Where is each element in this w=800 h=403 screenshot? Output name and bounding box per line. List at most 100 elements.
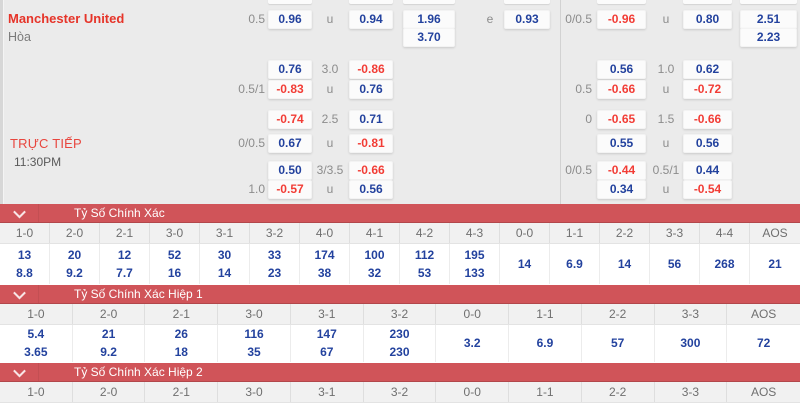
odds-cell[interactable]: 0.76: [268, 60, 312, 79]
odds-cell[interactable]: 0.55: [597, 134, 646, 153]
score-column-label: 1-0: [0, 382, 73, 402]
score-odds-cell[interactable]: 13 8.8: [0, 244, 50, 284]
score-odds-cell[interactable]: 57: [582, 325, 655, 362]
score-odds-cell[interactable]: 300: [655, 325, 728, 362]
score-odds-value: 33: [267, 247, 282, 262]
odds-cell[interactable]: 0.71: [349, 110, 393, 129]
score-column-label: 4-2: [400, 223, 450, 243]
score-odds-cell[interactable]: 26 18: [145, 325, 219, 362]
collapse-toggle[interactable]: [0, 285, 39, 303]
score-odds-cell[interactable]: 5.4 3.65: [0, 325, 73, 362]
odds-cell[interactable]: -0.44: [597, 161, 646, 180]
odds-cell[interactable]: 0.67: [268, 134, 312, 153]
odds-cell[interactable]: 2.23: [740, 28, 797, 47]
score-column-label: 2-1: [145, 382, 219, 402]
score-column-label: 3-2: [364, 304, 437, 324]
section-header-bar[interactable]: Tỷ Số Chính Xác: [0, 204, 800, 223]
score-column-label: 0-0: [436, 304, 510, 324]
score-column-label: 1-1: [509, 382, 582, 402]
score-header-row: 1-0 2-0 2-1 3-0 3-1 3-2 4-0 4-1 4-2 4-3 0-0 1-1 2-2 3…: [0, 223, 800, 244]
handicap-label: u: [326, 136, 334, 150]
cutoff-odds-box: [740, 0, 797, 4]
collapse-toggle[interactable]: [0, 363, 39, 381]
odds-cell[interactable]: 0.56: [683, 134, 732, 153]
score-odds-cell[interactable]: 30 14: [200, 244, 250, 284]
score-column-label: 1-1: [509, 304, 582, 324]
score-column-label: AOS: [750, 307, 777, 321]
score-column-label: 4-3: [450, 223, 500, 243]
score-column-label: 0-0: [436, 382, 510, 402]
score-odds-cell[interactable]: 56: [650, 244, 700, 284]
odds-cell[interactable]: 1.96: [403, 10, 455, 29]
score-odds-cell[interactable]: 6.9: [550, 244, 600, 284]
score-odds-cell[interactable]: 33 23: [250, 244, 300, 284]
odds-cell[interactable]: 0.56: [597, 60, 646, 79]
handicap-label: u: [662, 136, 670, 150]
collapse-toggle[interactable]: [0, 204, 39, 222]
score-odds-cell[interactable]: 230 230: [364, 325, 437, 362]
score-odds-cell[interactable]: 52 16: [150, 244, 200, 284]
score-odds-cell[interactable]: 112 53: [400, 244, 450, 284]
odds-cell[interactable]: -0.57: [268, 180, 312, 199]
odds-cell[interactable]: 0.56: [349, 180, 393, 199]
score-odds-cell[interactable]: 268: [700, 244, 750, 284]
odds-cell[interactable]: -0.66: [349, 161, 393, 180]
score-odds-value: 57: [610, 336, 625, 350]
cutoff-odds-box: [403, 0, 455, 4]
odds-cell[interactable]: -0.83: [268, 80, 312, 99]
score-column-label: 4-1: [350, 223, 400, 243]
odds-cell[interactable]: 0.80: [683, 10, 732, 29]
score-odds-cell[interactable]: 116 35: [218, 325, 291, 362]
odds-cell[interactable]: -0.66: [597, 80, 646, 99]
odds-cell[interactable]: 2.51: [740, 10, 797, 29]
score-column-label: 3-1: [291, 304, 364, 324]
live-link[interactable]: TRỰC TIẾP: [10, 136, 82, 151]
odds-cell[interactable]: -0.96: [597, 10, 646, 29]
odds-cell[interactable]: 0.34: [597, 180, 646, 199]
score-odds-cell[interactable]: 14: [500, 244, 550, 284]
score-odds-value: 116: [244, 327, 264, 341]
odds-cell[interactable]: -0.86: [349, 60, 393, 79]
score-odds-cell[interactable]: 14: [600, 244, 650, 284]
odds-cell[interactable]: -0.72: [683, 80, 732, 99]
score-odds-cell[interactable]: 100 32: [350, 244, 400, 284]
score-odds-cell[interactable]: 20 9.2: [50, 244, 100, 284]
score-odds-cell[interactable]: 21: [750, 244, 800, 284]
odds-cell[interactable]: 3.70: [403, 28, 455, 47]
handicap-label: u: [326, 12, 334, 26]
score-odds-value: 32: [367, 265, 382, 280]
odds-cell[interactable]: 0.44: [683, 161, 732, 180]
odds-cell[interactable]: -0.54: [683, 180, 732, 199]
score-odds-cell[interactable]: 6.9: [509, 325, 582, 362]
score-odds-cell[interactable]: 174 38: [300, 244, 350, 284]
home-team-name[interactable]: Manchester United: [8, 11, 125, 26]
odds-cell[interactable]: 0.94: [349, 10, 393, 29]
odds-cell[interactable]: -0.81: [349, 134, 393, 153]
section-header-bar[interactable]: Tỷ Số Chính Xác Hiệp 2: [0, 363, 800, 382]
odds-cell[interactable]: -0.66: [683, 110, 732, 129]
score-odds-value: 53: [417, 265, 432, 280]
score-odds-value: 6.9: [566, 256, 583, 271]
score-odds-value: 174: [314, 247, 335, 262]
score-values-row: 13 8.8 20 9.2 12 7.7 52 16 30 14 33 23 174 38 100 32 112…: [0, 244, 800, 284]
odds-cell[interactable]: 0.62: [683, 60, 732, 79]
score-odds-cell[interactable]: 21 9.2: [73, 325, 146, 362]
score-column-label: 2-2: [582, 382, 655, 402]
odds-cell[interactable]: 0.96: [268, 10, 312, 29]
score-odds-cell[interactable]: 72: [727, 325, 800, 362]
cutoff-odds-box: [597, 0, 646, 4]
score-odds-cell[interactable]: 147 67: [291, 325, 364, 362]
score-column-label: 3-0: [150, 223, 200, 243]
odds-cell[interactable]: 0.50: [268, 161, 312, 180]
odds-cell[interactable]: 0.76: [349, 80, 393, 99]
section-header-bar[interactable]: Tỷ Số Chính Xác Hiệp 1: [0, 285, 800, 304]
odds-cell[interactable]: -0.65: [597, 110, 646, 129]
odds-cell[interactable]: -0.74: [268, 110, 312, 129]
score-column-label: 1-0: [0, 304, 73, 324]
odds-board: Manchester United Hòa TRỰC TIẾP 11:30PM …: [0, 0, 800, 204]
handicap-label: 0.5/1: [652, 163, 680, 177]
score-odds-cell[interactable]: 12 7.7: [100, 244, 150, 284]
score-odds-cell[interactable]: 195 133: [450, 244, 500, 284]
score-odds-cell[interactable]: 3.2: [436, 325, 510, 362]
odds-cell[interactable]: 0.93: [504, 10, 550, 29]
